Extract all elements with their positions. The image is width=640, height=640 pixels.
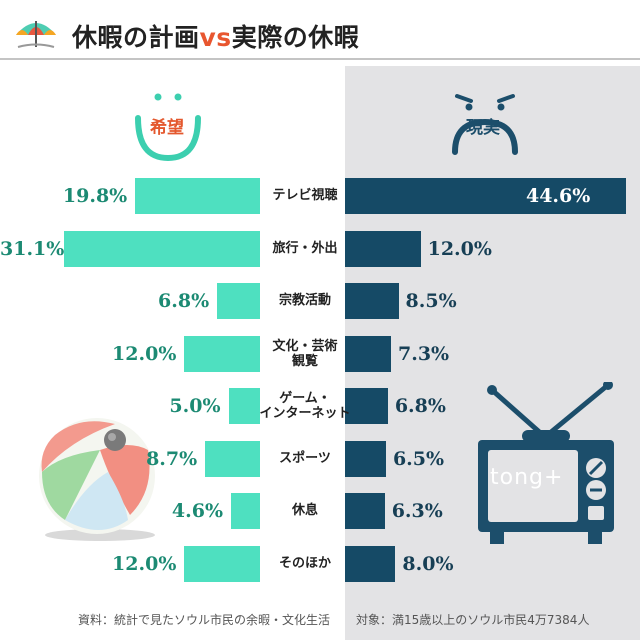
hope-value-label: 31.1%: [0, 237, 65, 260]
hope-bar: [228, 388, 260, 424]
category-label: 休息: [291, 503, 318, 518]
reality-bar: [345, 335, 391, 372]
hope-bar: [184, 335, 260, 372]
header-divider: [0, 58, 640, 60]
reality-value-label: 6.3%: [391, 500, 443, 522]
hope-value-label: 12.0%: [112, 342, 177, 365]
hope-bar: [135, 178, 260, 214]
title-part-plan: 休暇の計画: [72, 23, 200, 52]
beach-umbrella-icon: [16, 21, 56, 48]
reality-value-label: 6.8%: [394, 395, 446, 417]
reality-panel-background: [345, 66, 640, 640]
reality-bar: [345, 230, 421, 267]
hope-value-label: 8.7%: [146, 447, 198, 470]
page-title: 休暇の計画vs実際の休暇: [72, 18, 359, 54]
category-label: 文化・芸術 観覧: [272, 338, 338, 369]
category-label: 旅行・外出: [272, 240, 338, 256]
hope-value-label: 6.8%: [158, 290, 210, 312]
hope-bar: [231, 493, 260, 529]
reality-bar: [345, 388, 388, 424]
target-note: 対象：満15歳以上のソウル市民4万7384人: [356, 613, 590, 627]
reality-value-label: 44.6%: [525, 185, 591, 207]
tv-screen-logo: tong+: [490, 465, 564, 490]
hope-bar: [184, 545, 260, 582]
title-vs: vs: [199, 23, 232, 52]
hope-value-label: 4.6%: [171, 500, 224, 522]
smiley-face-icon: [135, 93, 201, 162]
category-label: そのほか: [278, 555, 331, 571]
category-label: テレビ視聴: [272, 188, 338, 203]
reality-bar: [345, 178, 626, 214]
category-label: 宗教活動: [278, 293, 331, 308]
hope-value-label: 19.8%: [62, 185, 128, 207]
reality-value-label: 8.5%: [405, 290, 457, 312]
category-label: スポーツ: [279, 450, 331, 466]
reality-value-label: 8.0%: [402, 552, 454, 575]
source-note: 資料：統計で見たソウル市民の余暇・文化生活: [78, 613, 331, 627]
hope-value-label: 12.0%: [112, 552, 177, 575]
reality-bar: [345, 493, 385, 529]
reality-value-label: 12.0%: [427, 237, 492, 260]
reality-value-label: 7.3%: [397, 342, 450, 365]
hope-value-label: 5.0%: [169, 395, 221, 417]
frown-face-icon: [452, 94, 518, 155]
hope-bar: [205, 440, 260, 477]
reality-bar: [345, 545, 396, 582]
reality-bar: [345, 283, 399, 319]
reality-label: 現実: [466, 118, 500, 138]
title-part-actual: 実際の休暇: [231, 23, 360, 52]
reality-bar: [345, 440, 386, 477]
beach-ball-icon: [39, 418, 155, 541]
hope-bar: [217, 283, 260, 319]
hope-label: 希望: [150, 118, 184, 138]
reality-value-label: 6.5%: [392, 447, 445, 470]
hope-bar: [64, 230, 260, 267]
television-icon: [478, 382, 614, 544]
category-label: ゲーム・ インターネット: [259, 391, 351, 421]
